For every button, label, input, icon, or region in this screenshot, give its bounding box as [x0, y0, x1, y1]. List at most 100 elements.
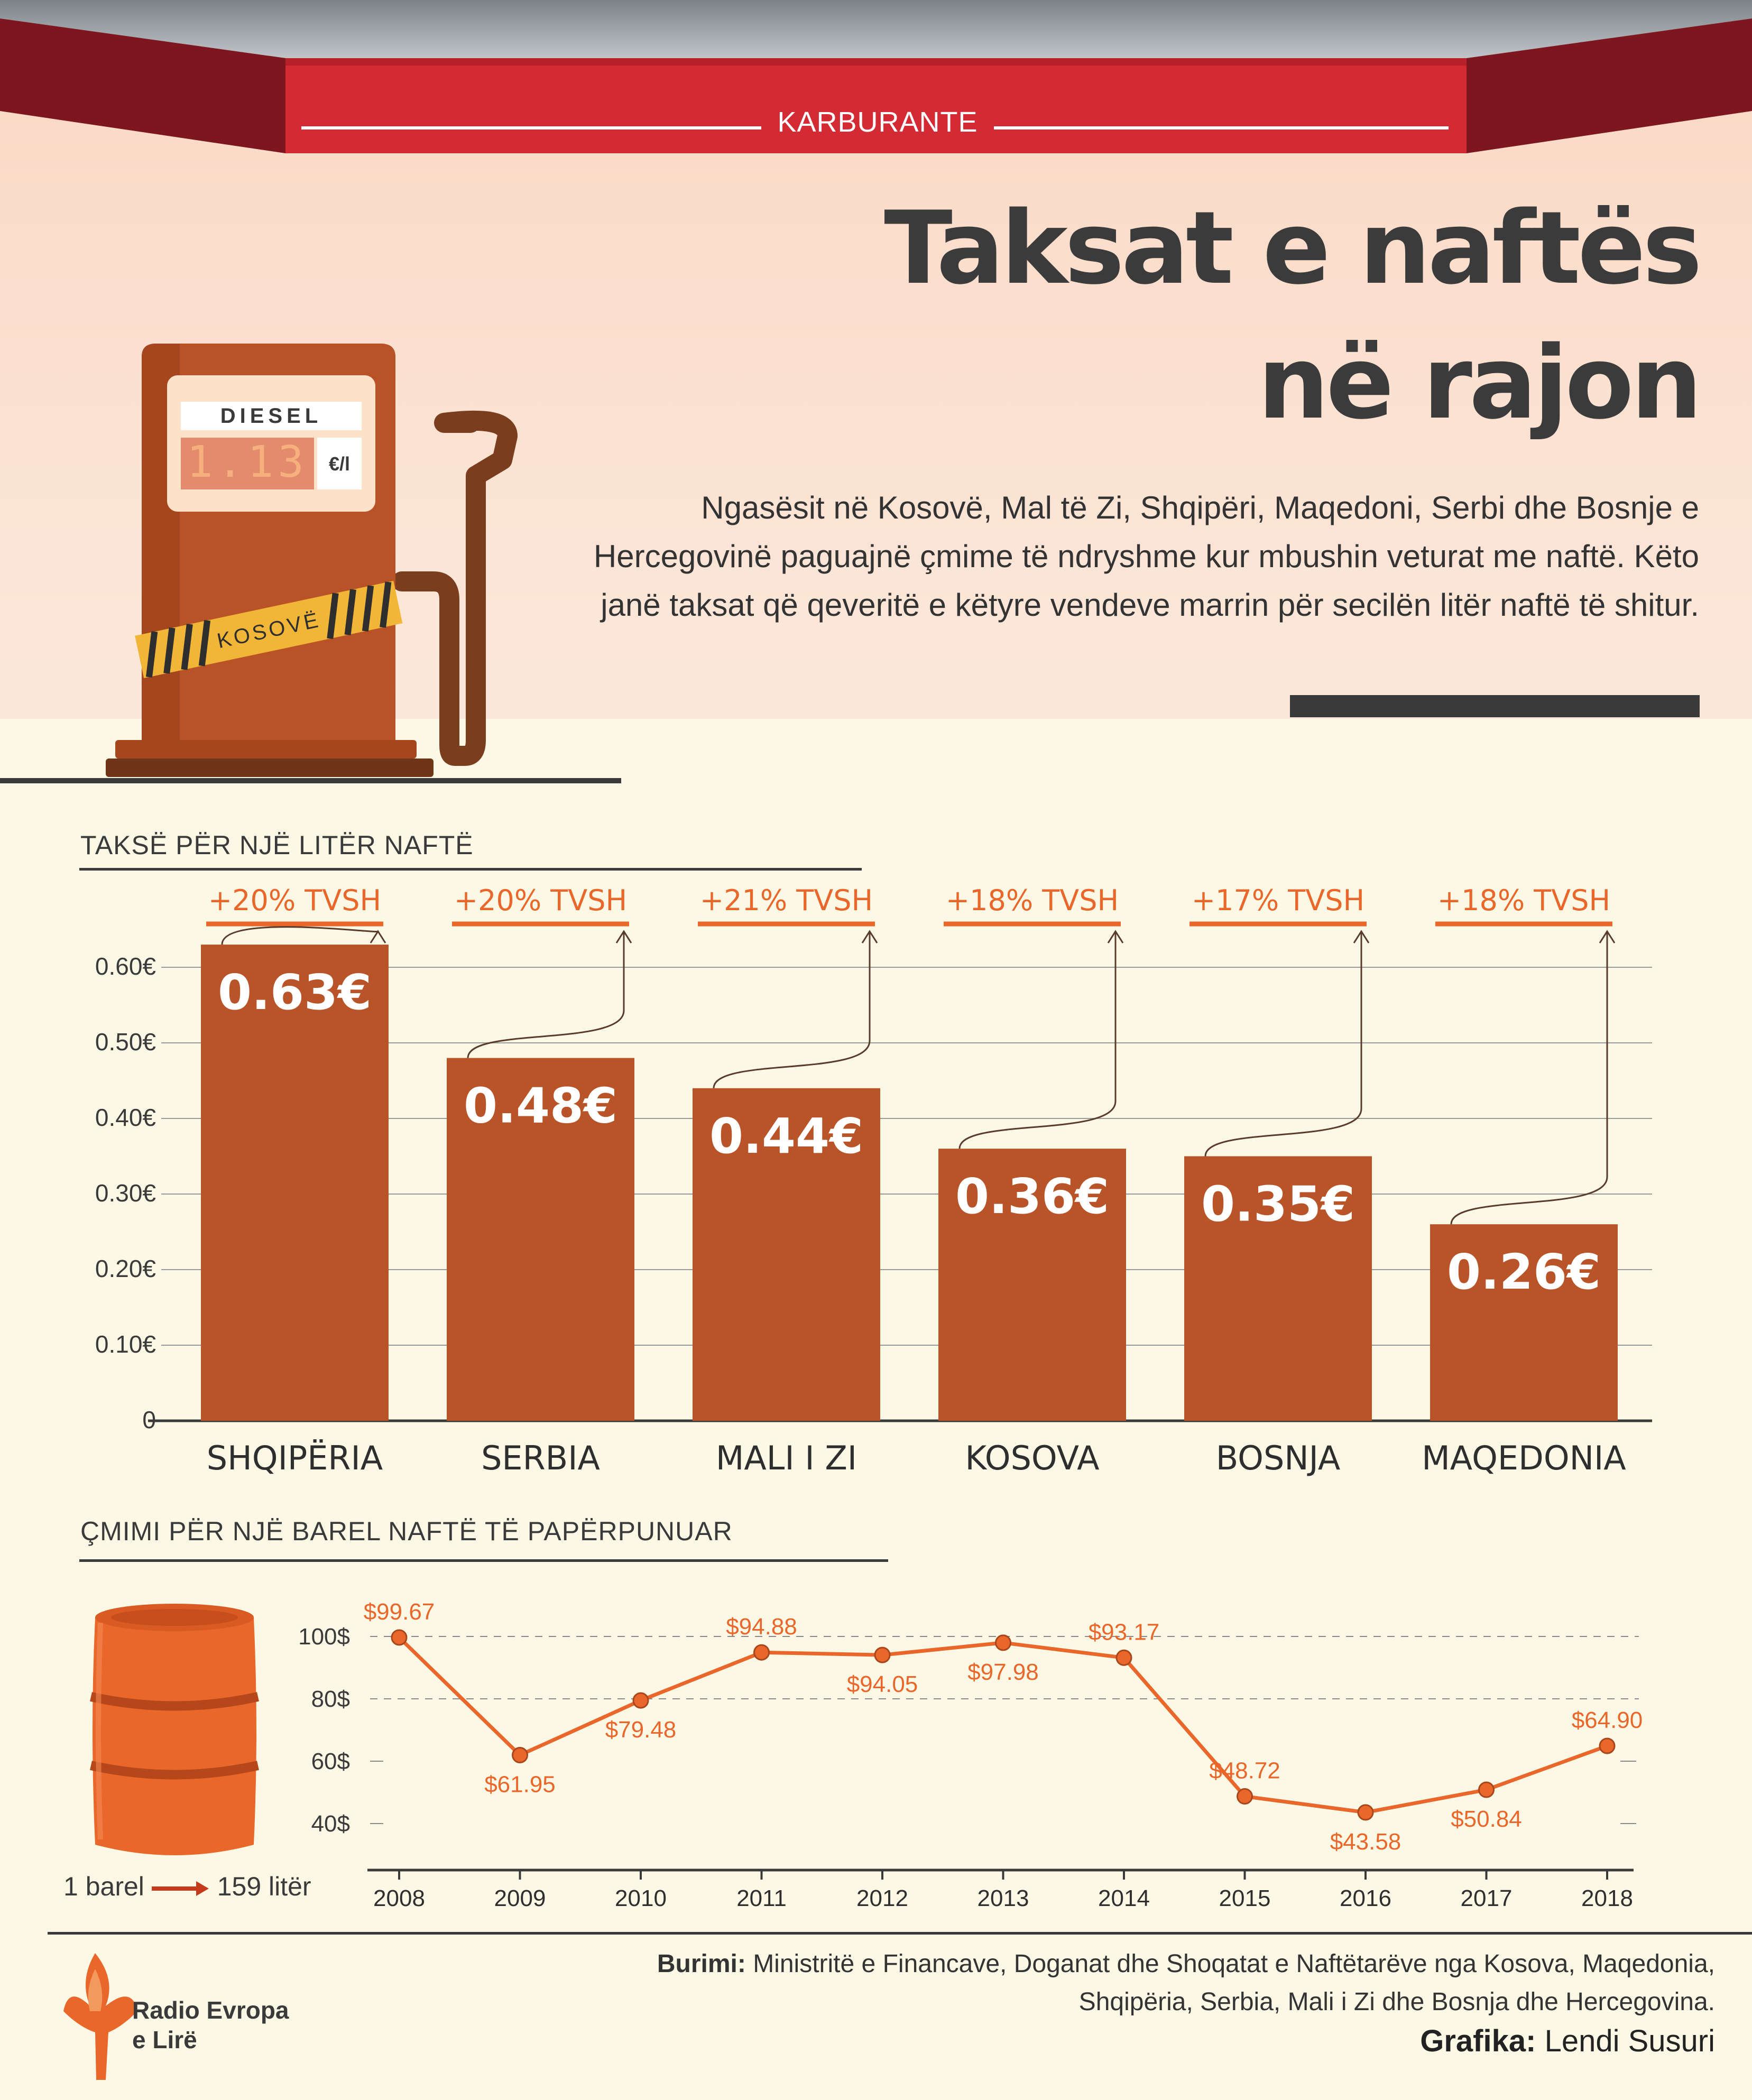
barrel-caption-right: 159 litër [217, 1872, 311, 1901]
crude-price-point [874, 1646, 891, 1663]
crude-price-point [995, 1634, 1011, 1651]
vat-label: +18% TVSH [1437, 884, 1610, 917]
x-tick-label: 2018 [1581, 1885, 1633, 1911]
intro-paragraph: Ngasësit në Kosovë, Mal të Zi, Shqipëri,… [593, 490, 1699, 623]
bar-value-label: 0.35€ [1201, 1176, 1355, 1233]
source-note: Burimi: Ministritë e Financave, Doganat … [605, 1945, 1715, 2021]
vat-connector-line [221, 926, 379, 945]
category-label: MAQEDONIA [1422, 1439, 1626, 1477]
barrel-caption-left: 1 barel [63, 1872, 144, 1901]
graphics-credit: Grafika: Lendi Susuri [1420, 2023, 1715, 2059]
y-tick-label: 0.60€ [95, 952, 156, 980]
category-label: MALI I ZI [716, 1439, 857, 1477]
y-tick-label: 0.30€ [95, 1179, 156, 1207]
x-tick-label: 2011 [736, 1885, 787, 1911]
vat-label: +18% TVSH [946, 884, 1119, 917]
vat-connector-line [467, 931, 625, 1058]
logo-line1: Radio Evropa [132, 1996, 289, 2024]
arrow-right-icon [151, 1881, 209, 1896]
x-tick-label: 2014 [1098, 1885, 1150, 1911]
point-value-label: $93.17 [1089, 1619, 1160, 1645]
x-tick-label: 2015 [1219, 1885, 1271, 1911]
barrel-caption: 1 barel 159 litër [63, 1871, 311, 1902]
x-tick-label: 2008 [373, 1885, 425, 1911]
vat-connector-line [713, 931, 871, 1088]
crude-price-point [753, 1644, 770, 1661]
source-text: Ministritë e Financave, Doganat dhe Shoq… [753, 1950, 1715, 2016]
vat-connector-line [1450, 931, 1608, 1225]
vat-label: +20% TVSH [208, 884, 381, 917]
source-label: Burimi: [657, 1950, 746, 1978]
vat-connector-line [958, 931, 1117, 1149]
point-value-label: $50.84 [1451, 1806, 1522, 1832]
vat-arrowhead [615, 930, 632, 943]
crude-price-point [1237, 1788, 1253, 1805]
pump-unit: €/l [329, 453, 350, 475]
point-value-label: $61.95 [484, 1771, 556, 1797]
page-title-line2: në rajon [1257, 325, 1702, 441]
y-tick-label: 0.10€ [95, 1330, 156, 1358]
vat-arrowhead [1599, 930, 1616, 943]
point-value-label: $48.72 [1209, 1758, 1280, 1784]
bar-value-label: 0.36€ [955, 1168, 1109, 1225]
category-label: SERBIA [481, 1439, 600, 1477]
gas-station-roof [0, 0, 1752, 153]
credit-name: Lendi Susuri [1544, 2024, 1715, 2058]
pump-price: 1.13 [187, 437, 308, 487]
y-tick-label: 0.20€ [95, 1255, 156, 1282]
bar-value-label: 0.44€ [709, 1108, 863, 1164]
crude-price-point [1357, 1804, 1374, 1821]
oil-barrel-icon [90, 1604, 259, 1855]
bar-value-label: 0.63€ [218, 964, 372, 1021]
y-tick-label: 60$ [311, 1749, 350, 1774]
vat-label: +20% TVSH [454, 884, 627, 917]
category-label: BOSNJA [1216, 1439, 1341, 1477]
point-value-label: $97.98 [967, 1659, 1039, 1685]
logo-text: Radio Evropa e Lirë [132, 1995, 289, 2055]
crude-price-point [1115, 1649, 1132, 1666]
crude-price-point [1478, 1781, 1495, 1798]
category-label: SHQIPËRIA [207, 1439, 383, 1477]
point-value-label: $43.58 [1330, 1829, 1401, 1855]
crude-price-point [1599, 1737, 1616, 1754]
pump-fuel-label: DIESEL [220, 404, 322, 428]
x-tick-label: 2009 [494, 1885, 546, 1911]
category-label: KOSOVA [965, 1439, 1100, 1477]
tax-bar [938, 1149, 1126, 1421]
pump-hose [392, 410, 518, 766]
bar-value-label: 0.48€ [464, 1078, 617, 1134]
vat-arrowhead [861, 930, 878, 943]
crude-price-point [632, 1692, 649, 1709]
tax-bar [447, 1058, 634, 1421]
tax-bar [1430, 1224, 1618, 1421]
x-tick-label: 2017 [1461, 1885, 1513, 1911]
point-value-label: $79.48 [605, 1717, 677, 1743]
x-tick-label: 2010 [615, 1885, 667, 1911]
vat-arrowhead [1353, 930, 1370, 943]
vat-arrowhead [1107, 930, 1124, 943]
y-tick-label: 0.50€ [95, 1028, 156, 1056]
bar-value-label: 0.26€ [1447, 1244, 1601, 1300]
page-title-line1: Taksat e naftës [884, 190, 1702, 307]
y-tick-label: 80$ [311, 1686, 350, 1712]
tax-bar [1184, 1156, 1372, 1421]
y-tick-label: 40$ [311, 1811, 350, 1837]
crude-oil-line-chart: 40$ 60$ 80$ 100$ $99.67 2008 $61.95 2009 $79.48 2… [298, 1599, 1643, 1911]
kicker-label: KARBURANTE [777, 106, 978, 138]
vat-label: +21% TVSH [700, 884, 873, 917]
x-tick-label: 2016 [1340, 1885, 1391, 1911]
logo-line2: e Lirë [132, 2026, 197, 2053]
crude-price-point [512, 1746, 528, 1763]
footer-divider [48, 1932, 1752, 1935]
y-tick-label: 0.40€ [95, 1104, 156, 1131]
ground-line [0, 778, 621, 783]
tax-chart-title: TAKSË PËR NJË LITËR NAFTË [80, 830, 474, 860]
y-tick-label: 100$ [298, 1624, 350, 1650]
tax-bar-chart: 00.10€0.20€0.30€0.40€0.50€0.60€0.63€SHQI… [95, 884, 1652, 1477]
point-value-label: $94.05 [847, 1671, 918, 1697]
rferl-torch-logo [63, 1953, 137, 2080]
tax-chart-title-rule [79, 868, 862, 871]
crude-chart-title: ÇMIMI PËR NJË BAREL NAFTË TË PAPËRPUNUAR [80, 1516, 733, 1546]
tax-bar [693, 1088, 880, 1421]
x-tick-label: 2013 [978, 1885, 1029, 1911]
